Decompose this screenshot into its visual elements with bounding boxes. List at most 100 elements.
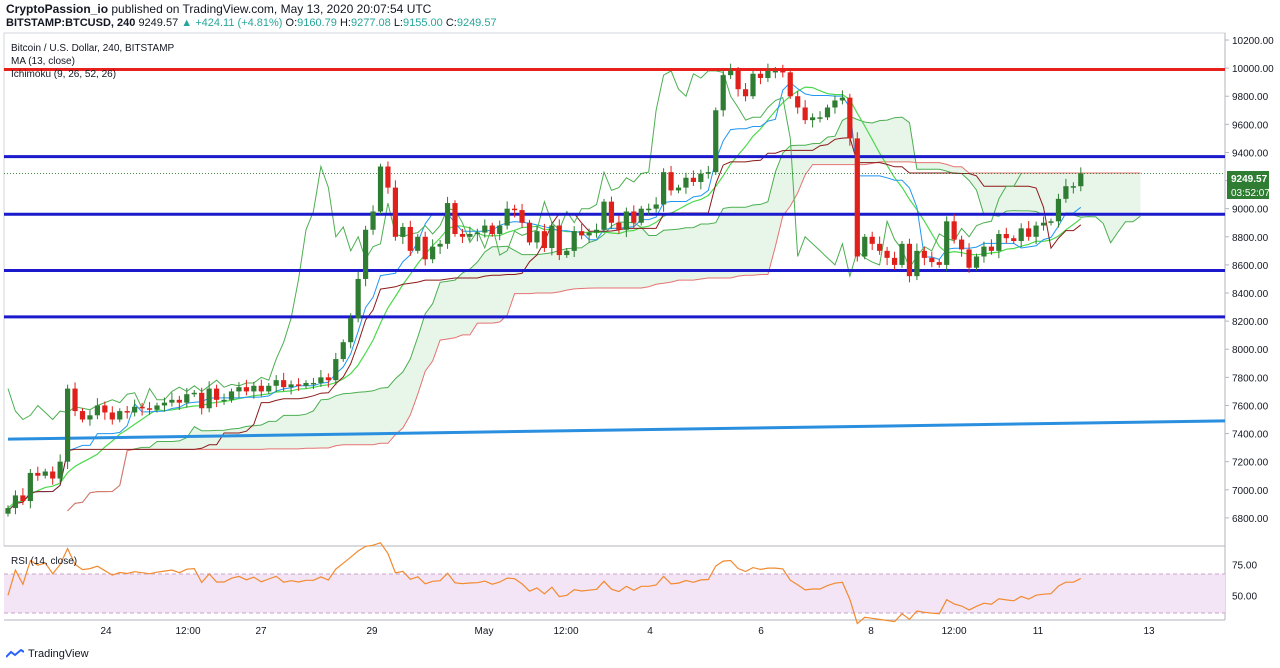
candle [94,398,100,420]
candle-body [392,187,398,237]
candle [430,239,436,264]
candle-body [534,231,540,243]
x-tick-label: 29 [366,626,378,637]
candle-body [27,472,33,502]
candle [169,392,175,407]
candle-body [541,231,547,249]
y-tick-label: 7400.00 [1232,430,1269,441]
candle-body [668,172,674,191]
candle-body [556,225,562,256]
candle-body [1018,228,1024,242]
candle-body [35,472,41,476]
x-tick-label: 12:00 [941,626,966,637]
candle-body [765,70,771,78]
candle-body [504,208,510,226]
close-label: C: [445,17,457,29]
candle-body [474,232,480,235]
candle [310,377,317,390]
candle-body [87,415,93,420]
candle [146,402,153,415]
candle [191,389,197,398]
candle-body [20,495,26,502]
candle-body [795,96,801,108]
candle [452,200,458,237]
candle-body [646,208,652,211]
candle [1033,221,1039,245]
candle-body [742,89,749,97]
candle-body [713,110,719,173]
candle [579,223,585,240]
y-tick-label: 7200.00 [1232,458,1269,469]
high-label: H: [339,17,351,29]
candle [877,236,883,255]
candle [35,466,41,481]
candle-body [12,495,19,509]
candle [266,382,272,395]
candle [541,223,547,252]
candle [571,226,577,258]
candle-body [631,211,637,223]
candle-body [944,221,950,265]
candle-body [921,250,927,258]
candle [593,223,600,238]
candle-body [705,172,711,174]
candle [124,406,130,419]
candle-body [243,387,249,392]
y-tick-label: 10200.00 [1232,36,1274,47]
candle-body [1063,186,1069,199]
candle [444,196,451,249]
candle-body [154,405,160,410]
candle [20,488,26,505]
tradingview-footer[interactable]: TradingView [6,648,89,660]
candle-body [847,97,853,139]
candle-body [608,201,615,223]
publisher-name[interactable]: CryptoPassion_io [6,2,109,16]
candle [243,379,249,396]
candle [1026,221,1032,241]
candle-body [1026,228,1032,237]
candle [109,406,115,425]
candle-body [735,70,741,90]
candle-body [258,385,264,392]
y-tick-label: 8400.00 [1232,289,1269,300]
price-badge-text: 9249.57 [1231,174,1268,185]
candle [869,231,875,251]
candle-body [854,138,860,257]
candle [1055,193,1062,228]
candle-body [348,318,354,343]
candle [973,253,980,271]
candle-body [891,257,898,265]
candle-body [593,229,600,233]
candle [996,230,1002,259]
candle-body [50,471,56,479]
candle [914,243,920,281]
candle-body [303,382,309,386]
candle-body [146,408,153,410]
candle [891,251,898,270]
candle-body [1040,222,1047,226]
candle [675,184,682,194]
x-tick-label: 24 [100,626,112,637]
candle-body [489,225,495,234]
candle-body [601,201,607,230]
y-tick-label: 8200.00 [1232,317,1269,328]
candle-body [482,225,488,233]
candle [228,388,235,403]
candle [742,83,749,102]
x-tick-label: 12:00 [553,626,578,637]
candle-body [623,211,629,230]
candle [132,399,138,417]
candle [318,370,324,387]
candle-body [564,250,570,256]
candle-body [318,377,324,383]
candle [824,104,831,121]
candle-body [422,236,428,260]
candle [981,241,987,263]
y-tick-label: 9800.00 [1232,92,1269,103]
candle-body [653,204,659,209]
candle-body [1070,186,1076,188]
candle-body [102,405,108,413]
ichimoku-legend: Ichimoku (9, 26, 52, 26) [11,69,116,80]
candle [735,67,741,97]
